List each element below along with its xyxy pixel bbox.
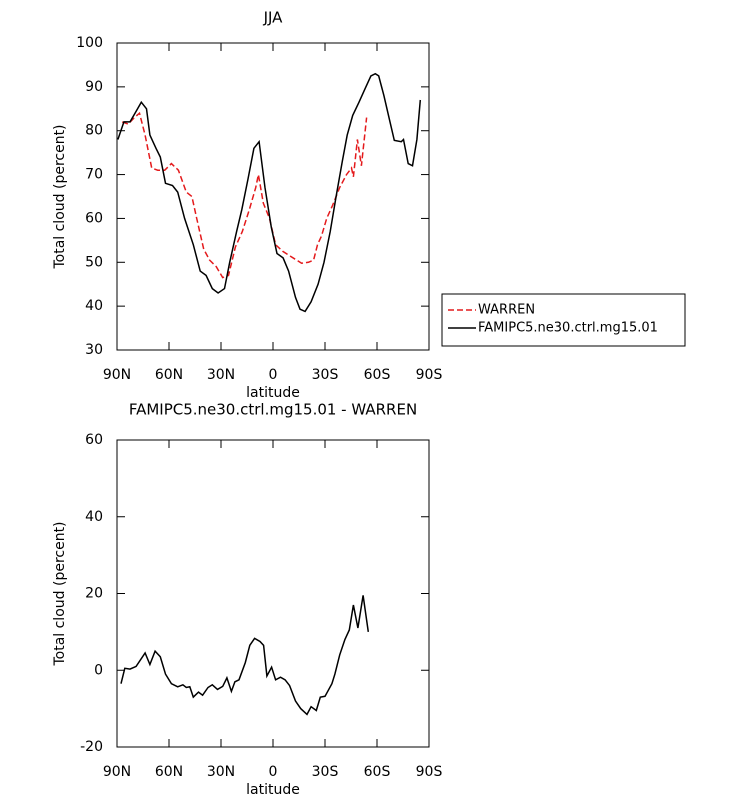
x-tick-label: 90N (103, 764, 131, 780)
x-tick-label: 60S (364, 367, 391, 383)
x-tick-label: 30N (207, 367, 235, 383)
x-tick-label: 30S (312, 367, 339, 383)
x-axis-label: latitude (246, 782, 300, 798)
y-tick-label: 100 (76, 35, 103, 51)
plot-frame (116, 439, 430, 748)
y-axis-label: Total cloud (percent) (52, 124, 68, 269)
x-tick-label: 90N (103, 367, 131, 383)
y-axis-label: Total cloud (percent) (52, 521, 68, 666)
chart-title: JJA (263, 9, 284, 27)
data-line (121, 111, 368, 279)
x-tick-label: 30N (207, 764, 235, 780)
x-tick-label: 90S (416, 367, 443, 383)
legend-label: WARREN (478, 303, 535, 318)
x-tick-label: 0 (269, 367, 278, 383)
y-tick-label: 20 (85, 586, 103, 602)
x-tick-label: 60N (155, 764, 183, 780)
legend-label: FAMIPC5.ne30.ctrl.mg15.01 (478, 321, 658, 336)
x-tick-label: 60S (364, 764, 391, 780)
legend-box (441, 293, 686, 347)
y-tick-label: 60 (85, 210, 103, 226)
y-tick-label: 80 (85, 123, 103, 139)
y-tick-label: 60 (85, 432, 103, 448)
y-tick-label: 70 (85, 167, 103, 183)
y-tick-label: 40 (85, 509, 103, 525)
x-tick-label: 60N (155, 367, 183, 383)
x-axis-label: latitude (246, 385, 300, 401)
x-tick-label: 30S (312, 764, 339, 780)
x-tick-label: 0 (269, 764, 278, 780)
y-tick-label: -20 (80, 739, 103, 755)
y-tick-label: 90 (85, 79, 103, 95)
chart-title: FAMIPC5.ne30.ctrl.mg15.01 - WARREN (129, 401, 417, 419)
y-tick-label: 40 (85, 298, 103, 314)
x-tick-label: 90S (416, 764, 443, 780)
y-tick-label: 0 (94, 662, 103, 678)
y-tick-label: 30 (85, 342, 103, 358)
data-line (117, 72, 422, 313)
y-tick-label: 50 (85, 254, 103, 270)
data-line (120, 595, 370, 716)
